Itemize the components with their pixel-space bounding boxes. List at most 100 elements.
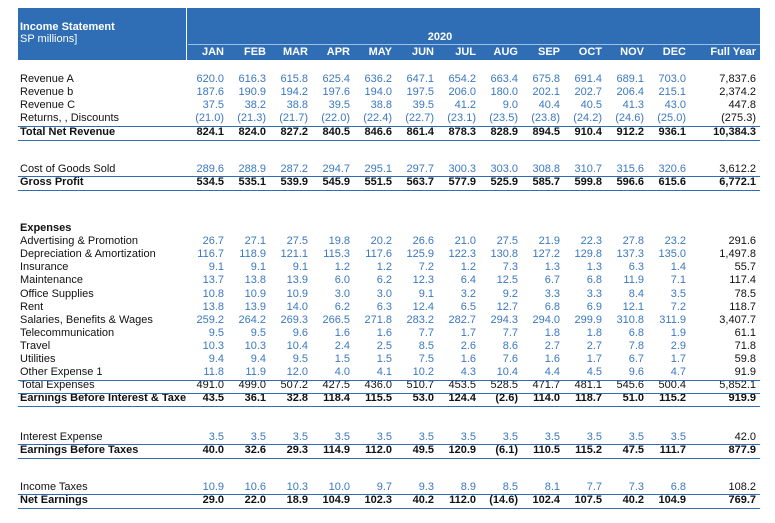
rule <box>18 406 760 407</box>
value: 3.5 <box>670 288 686 300</box>
value: 636.2 <box>364 73 392 85</box>
value: 8.9 <box>460 481 476 493</box>
value: 11.9 <box>245 366 266 378</box>
value: 118.9 <box>239 248 266 260</box>
value: 10.3 <box>202 340 224 352</box>
value: 115.2 <box>575 444 602 456</box>
value: (22.7) <box>405 112 434 124</box>
value: (14.6) <box>489 494 518 506</box>
value: 110.5 <box>533 444 560 456</box>
row-label: Income Taxes <box>20 481 88 493</box>
row-label: Salaries, Benefits & Wages <box>20 314 153 326</box>
value: 9.4 <box>250 353 266 365</box>
value: 846.6 <box>364 126 392 138</box>
full-year-value: 877.9 <box>728 444 756 456</box>
value: 1.3 <box>586 261 602 273</box>
value: 9.5 <box>208 327 224 339</box>
value: 10.2 <box>412 366 434 378</box>
value: (6.1) <box>495 444 518 456</box>
full-year-value: 59.8 <box>734 353 756 365</box>
value: 10.3 <box>286 481 308 493</box>
value: 18.9 <box>286 494 308 506</box>
value: 112.0 <box>449 494 476 506</box>
value: 10.8 <box>202 288 224 300</box>
column-header: JUN <box>411 46 434 58</box>
value: 289.6 <box>196 163 224 175</box>
value: 29.3 <box>286 444 308 456</box>
value: 675.8 <box>532 73 560 85</box>
full-year-value: 117.4 <box>729 274 756 286</box>
value: 545.9 <box>322 176 350 188</box>
value: 43.5 <box>202 392 224 404</box>
value: 194.2 <box>280 86 308 98</box>
value: 9.1 <box>250 261 266 273</box>
value: 9.0 <box>502 99 518 111</box>
value: 7.1 <box>670 274 686 286</box>
value: 3.5 <box>502 431 518 443</box>
value: 38.8 <box>370 99 392 111</box>
value: 6.8 <box>628 327 644 339</box>
value: 10.6 <box>244 481 266 493</box>
value: 7.2 <box>670 301 686 313</box>
value: 6.9 <box>586 301 602 313</box>
value: 824.1 <box>196 126 224 138</box>
value: 8.6 <box>502 340 518 352</box>
value: 197.6 <box>322 86 350 98</box>
value: 6.2 <box>376 274 392 286</box>
row-label: Gross Profit <box>20 176 84 188</box>
value: 10.0 <box>328 481 350 493</box>
value: 294.3 <box>490 314 518 326</box>
value: 6.2 <box>334 301 350 313</box>
row-label: Utilities <box>20 353 56 365</box>
value: 3.0 <box>376 288 392 300</box>
full-year-value: 919.9 <box>728 392 756 404</box>
value: 6.7 <box>628 353 644 365</box>
value: 9.6 <box>628 366 644 378</box>
subtitle: SP millions] <box>20 33 78 45</box>
value: 32.6 <box>244 444 266 456</box>
value: 38.8 <box>286 99 308 111</box>
value: 6.8 <box>544 301 560 313</box>
full-year-value: 3,612.2 <box>719 163 756 175</box>
row-label: Maintenance <box>20 274 83 286</box>
value: 102.3 <box>364 494 392 506</box>
value: 20.2 <box>370 235 392 247</box>
rule <box>18 444 760 445</box>
value: 9.6 <box>292 327 308 339</box>
value: 9.1 <box>418 288 434 300</box>
value: 8.5 <box>418 340 434 352</box>
header-band <box>18 8 760 60</box>
full-year-value: (275.3) <box>721 112 756 124</box>
value: 7.6 <box>502 353 518 365</box>
value: 596.6 <box>616 176 644 188</box>
full-year-value: 55.7 <box>734 261 756 273</box>
value: 3.5 <box>544 431 560 443</box>
value: 26.6 <box>412 235 434 247</box>
value: 525.9 <box>490 176 518 188</box>
value: 10.4 <box>496 366 518 378</box>
value: 41.2 <box>454 99 476 111</box>
value: (22.0) <box>321 112 350 124</box>
value: 299.9 <box>574 314 602 326</box>
value: 295.1 <box>364 163 392 175</box>
value: 282.7 <box>448 314 476 326</box>
rule <box>18 140 760 141</box>
value: 120.9 <box>448 444 476 456</box>
value: 827.2 <box>280 126 308 138</box>
value: 127.2 <box>532 248 560 260</box>
value: 12.1 <box>622 301 644 313</box>
divider <box>188 44 760 45</box>
value: 8.4 <box>628 288 644 300</box>
value: 39.5 <box>412 99 434 111</box>
value: 500.4 <box>658 379 686 391</box>
value: (21.0) <box>195 112 224 124</box>
value: 190.9 <box>238 86 266 98</box>
value: 615.6 <box>658 176 686 188</box>
value: 187.6 <box>196 86 224 98</box>
value: 310.7 <box>574 163 602 175</box>
value: 266.5 <box>322 314 350 326</box>
value: 7.2 <box>418 261 434 273</box>
value: 308.8 <box>532 163 560 175</box>
column-header: NOV <box>620 46 644 58</box>
value: 3.5 <box>418 431 434 443</box>
